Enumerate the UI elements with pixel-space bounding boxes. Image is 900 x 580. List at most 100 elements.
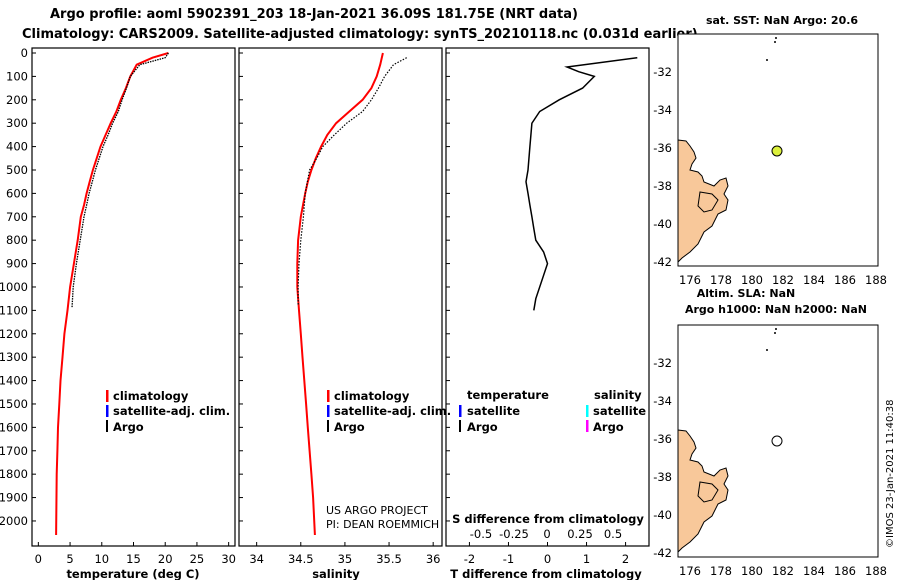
- difference-panel-frame: [445, 47, 650, 547]
- map-bottom-lat-label: -32: [653, 356, 672, 370]
- depth-axis: 0 100 200 300 400 500 600 700 800 900 10…: [0, 46, 28, 528]
- temperature-tick-label: 10: [94, 552, 109, 566]
- depth-tick-label: 1400: [0, 374, 28, 388]
- depth-tick-label: 1500: [0, 397, 28, 411]
- legend-label-t-argo: Argo: [467, 420, 498, 434]
- legend-swatch-argo: [327, 420, 329, 432]
- map-top: [677, 33, 879, 267]
- salinity-tick-label: 35: [338, 552, 353, 566]
- map-bottom-lat-label: -38: [653, 470, 672, 484]
- salinity-x-axis: 34 34.5 35 35.5 36: [249, 552, 440, 566]
- s-difference-label: S difference from climatology: [452, 512, 644, 526]
- legend-label-argo: Argo: [113, 420, 144, 434]
- legend-swatch-s-satellite: [586, 405, 589, 417]
- map-bottom-island: [774, 332, 776, 334]
- legend-swatch-t-argo: [459, 420, 461, 432]
- salinity-tick-label: 34.5: [288, 552, 314, 566]
- legend-swatch-s-argo: [586, 420, 589, 432]
- pi-credit: PI: DEAN ROEMMICH: [326, 518, 439, 531]
- s-difference-tick-label: 0: [543, 527, 550, 541]
- depth-tick-label: 1900: [0, 491, 28, 505]
- title-line-1: Argo profile: aoml 5902391_203 18-Jan-20…: [50, 7, 578, 22]
- temperature-panel-frame: [31, 47, 236, 547]
- legend-swatch-satellite: [327, 405, 330, 417]
- map-bottom-coast-detail: [697, 481, 719, 503]
- map-top-island: [766, 59, 768, 61]
- map-bottom-land: [677, 429, 729, 554]
- map-top-y-axis: -32 -34 -36 -38 -40 -42: [653, 65, 672, 269]
- t-difference-tick-label: 1: [583, 552, 590, 566]
- depth-tick-label: 1600: [0, 420, 28, 434]
- temperature-axis-label: temperature (deg C): [66, 567, 199, 580]
- legend-heading-temperature: temperature: [467, 388, 549, 402]
- map-top-lat-label: -42: [653, 255, 672, 269]
- legend-heading-salinity: salinity: [594, 388, 642, 402]
- map-bottom-lat-label: -40: [653, 508, 672, 522]
- depth-tick-label: 1800: [0, 467, 28, 481]
- map-top-title: sat. SST: NaN Argo: 20.6: [706, 14, 858, 27]
- map-top-lat-label: -36: [653, 141, 672, 155]
- depth-tick-label: 800: [6, 233, 28, 247]
- t-difference-argo-line: [525, 56, 638, 311]
- map-top-island: [775, 37, 777, 39]
- map-top-lat-label: -32: [653, 65, 672, 79]
- temperature-legend: climatology satellite-adj. clim. Argo: [106, 389, 230, 434]
- salinity-climatology-line: [296, 52, 384, 536]
- legend-label-s-argo: Argo: [593, 420, 624, 434]
- t-difference-tick-label: 2: [622, 552, 629, 566]
- temperature-tick-label: 15: [126, 552, 141, 566]
- difference-legend: temperature salinity satellite Argo sate…: [459, 388, 646, 434]
- temperature-tick-label: 0: [35, 552, 42, 566]
- depth-tick-label: 1000: [0, 280, 28, 294]
- map-top-x-axis: 176 178 180 182 184 186 188: [679, 273, 887, 287]
- depth-tick-label: 500: [6, 163, 28, 177]
- legend-label-satellite: satellite-adj. clim.: [334, 404, 451, 418]
- map-bottom-lon-label: 188: [865, 564, 887, 578]
- map-bottom-title-2: Argo h1000: NaN h2000: NaN: [685, 303, 867, 316]
- map-bottom-argo-marker: [771, 435, 783, 447]
- map-bottom-lon-label: 180: [741, 564, 763, 578]
- map-bottom-x-axis: 176 178 180 182 184 186 188: [679, 564, 887, 578]
- temperature-x-axis: 0 5 10 15 20 25 30: [35, 552, 236, 566]
- t-difference-tick-label: -1: [503, 552, 514, 566]
- depth-tick-label: 1300: [0, 350, 28, 364]
- depth-tick-label: 200: [6, 93, 28, 107]
- depth-tick-label: 0: [21, 46, 28, 60]
- salinity-tick-label: 35.5: [376, 552, 402, 566]
- map-bottom-lon-label: 182: [772, 564, 794, 578]
- depth-tick-label: 900: [6, 257, 28, 271]
- temperature-tick-label: 5: [66, 552, 73, 566]
- salinity-panel-frame: [238, 47, 443, 547]
- salinity-tick-label: 36: [426, 552, 441, 566]
- map-bottom-y-axis: -32 -34 -36 -38 -40 -42: [653, 356, 672, 560]
- map-bottom-title-1: Altim. SLA: NaN: [697, 287, 796, 300]
- temperature-climatology-line: [55, 52, 169, 536]
- depth-tick-label: 300: [6, 116, 28, 130]
- s-difference-tick-label: 0.5: [604, 527, 622, 541]
- map-top-argo-marker: [771, 145, 783, 157]
- depth-tick-label: 600: [6, 186, 28, 200]
- map-bottom-lat-label: -36: [653, 432, 672, 446]
- map-bottom-lon-label: 176: [679, 564, 701, 578]
- depth-tick-label: 400: [6, 140, 28, 154]
- depth-tick-label: 1200: [0, 327, 28, 341]
- depth-tick-label: 700: [6, 210, 28, 224]
- map-top-lon-label: 182: [772, 273, 794, 287]
- depth-tick-label: 2000: [0, 514, 28, 528]
- map-top-lon-label: 186: [834, 273, 856, 287]
- legend-swatch-climatology: [106, 390, 109, 402]
- legend-swatch-t-satellite: [459, 405, 462, 417]
- legend-label-climatology: climatology: [113, 389, 189, 403]
- map-top-lon-label: 184: [803, 273, 825, 287]
- project-credit: US ARGO PROJECT: [326, 504, 428, 517]
- s-difference-tick-label: -0.25: [499, 527, 529, 541]
- map-bottom-lon-label: 186: [834, 564, 856, 578]
- legend-swatch-argo: [106, 420, 108, 432]
- temperature-tick-label: 25: [190, 552, 205, 566]
- map-top-land: [677, 139, 729, 264]
- map-bottom-lat-label: -34: [653, 394, 672, 408]
- title-line-2: Climatology: CARS2009. Satellite-adjuste…: [22, 27, 698, 42]
- temperature-tick-label: 30: [221, 552, 236, 566]
- map-top-lat-label: -40: [653, 217, 672, 231]
